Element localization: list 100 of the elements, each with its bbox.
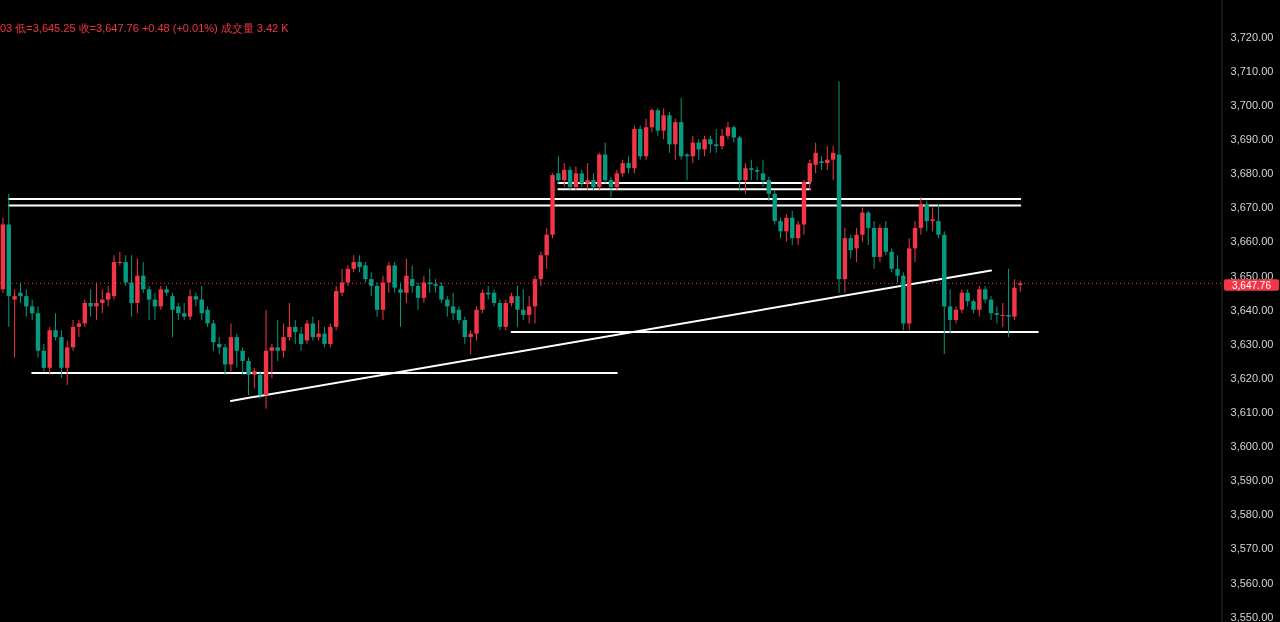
candlestick <box>439 282 444 304</box>
candlestick <box>211 319 216 352</box>
candlestick <box>146 285 152 321</box>
candlestick <box>608 176 614 198</box>
y-tick-label: 3,640.00 <box>1230 303 1274 316</box>
candlestick <box>187 288 193 321</box>
candlestick <box>918 196 924 236</box>
candlestick <box>889 247 894 273</box>
candlestick <box>538 251 544 287</box>
candlestick <box>29 299 35 321</box>
candlestick <box>924 200 929 232</box>
candlestick <box>480 288 485 314</box>
y-tick-label: 3,610.00 <box>1230 406 1274 419</box>
candlestick <box>94 282 99 321</box>
candlestick <box>322 326 327 348</box>
y-tick-label: 3,560.00 <box>1230 576 1274 589</box>
candlestick <box>497 299 503 331</box>
candlestick <box>714 128 719 154</box>
y-tick-label: 3,580.00 <box>1230 508 1274 521</box>
candlestick <box>404 258 409 304</box>
candlestick <box>328 322 333 348</box>
candlestick <box>234 333 239 369</box>
candlestick <box>12 288 17 359</box>
candlestick <box>386 261 392 294</box>
candlestick <box>515 285 520 328</box>
ref-line-label: 3,647.76 <box>1232 279 1272 291</box>
candlestick <box>567 166 573 191</box>
candlestick <box>661 108 666 140</box>
candlestick <box>18 282 23 304</box>
candlestick <box>544 227 549 270</box>
candlestick <box>193 292 199 307</box>
candlestick <box>947 288 953 335</box>
candlestick <box>649 108 655 133</box>
candlestick <box>105 285 111 307</box>
y-tick-label: 3,720.00 <box>1230 30 1274 43</box>
candlestick <box>702 135 707 157</box>
candlestick <box>310 316 316 342</box>
candlestick <box>53 312 58 342</box>
candlestick <box>749 159 754 181</box>
candlestick <box>883 220 888 256</box>
candlestick <box>392 261 397 294</box>
candlestick <box>743 162 748 195</box>
candlestick <box>287 302 292 342</box>
candlestick <box>766 176 772 202</box>
y-tick-label: 3,650.00 <box>1230 269 1274 282</box>
candlestick <box>415 282 421 311</box>
candlestick <box>129 254 134 318</box>
candlestick <box>825 145 830 171</box>
candlestick <box>450 292 456 321</box>
candlestick <box>462 316 468 345</box>
candlestick <box>994 305 1000 324</box>
candlestick <box>848 234 853 260</box>
candlestick <box>240 346 245 376</box>
candlestick <box>281 322 286 359</box>
y-tick-label: 3,630.00 <box>1230 337 1274 350</box>
candlestick <box>374 282 380 318</box>
y-tick-label: 3,570.00 <box>1230 542 1274 555</box>
candlestick <box>88 288 93 318</box>
y-tick-label: 3,710.00 <box>1230 64 1274 77</box>
candlestick <box>222 343 228 376</box>
candlestick <box>830 145 836 181</box>
candlestick <box>1000 302 1005 328</box>
candlestick <box>269 343 275 379</box>
candlestick <box>246 357 251 396</box>
candlestick <box>573 166 579 191</box>
candlestick <box>474 305 479 342</box>
candlestick <box>959 288 965 314</box>
candlestick <box>503 299 508 331</box>
candlestick <box>24 288 29 318</box>
candlestick <box>123 254 128 287</box>
candlestick <box>655 108 660 137</box>
candlestick <box>614 169 620 191</box>
y-tick-label: 3,700.00 <box>1230 98 1274 111</box>
candlestick <box>526 295 532 324</box>
candlestick <box>930 206 935 232</box>
candlestick <box>252 367 257 389</box>
candlestick <box>345 264 351 287</box>
candlestick <box>65 340 70 386</box>
candlestick <box>977 285 982 318</box>
candlestick <box>860 206 865 243</box>
y-tick-label: 3,660.00 <box>1230 235 1274 248</box>
y-tick-label: 3,680.00 <box>1230 167 1274 180</box>
y-tick-label: 3,670.00 <box>1230 201 1274 214</box>
candlestick <box>398 282 403 328</box>
candlestick <box>304 319 310 345</box>
candlestick <box>585 162 590 191</box>
candlestick <box>895 254 900 284</box>
candlestick <box>41 343 47 372</box>
y-tick-label: 3,690.00 <box>1230 133 1274 146</box>
candlestick <box>556 155 561 185</box>
candlestick <box>468 329 473 355</box>
candlestick <box>673 118 678 161</box>
candlestick <box>158 285 163 311</box>
candlestick <box>76 319 82 338</box>
candlestick <box>410 264 415 294</box>
candlestick <box>100 288 105 314</box>
candlestick <box>275 319 280 362</box>
candlestick <box>760 159 766 188</box>
candlestick <box>854 227 859 263</box>
annotation: 03 低=3,645.25 收=3,647.76 +0.48 (+0.01%) 成交量 3.42 K <box>0 22 290 34</box>
